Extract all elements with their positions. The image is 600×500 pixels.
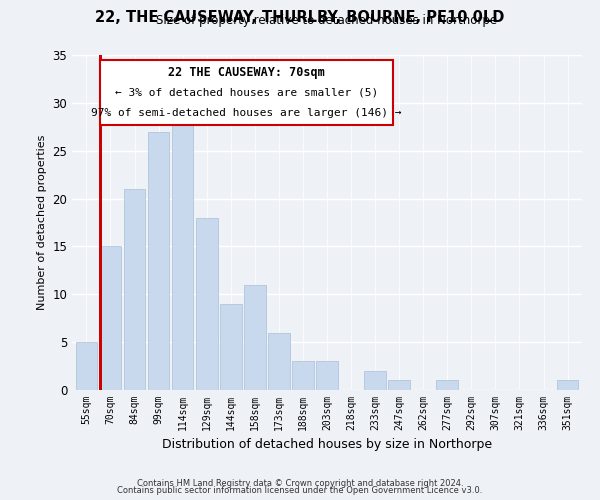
Text: Contains HM Land Registry data © Crown copyright and database right 2024.: Contains HM Land Registry data © Crown c… (137, 478, 463, 488)
Text: ← 3% of detached houses are smaller (5): ← 3% of detached houses are smaller (5) (115, 88, 378, 98)
Bar (100, 246, 121, 390)
Bar (292, 362, 314, 390)
Title: Size of property relative to detached houses in Northorpe: Size of property relative to detached ho… (157, 14, 497, 28)
Bar (436, 380, 458, 390)
Bar (196, 218, 218, 390)
Bar (148, 132, 169, 390)
Bar (316, 362, 338, 390)
X-axis label: Distribution of detached houses by size in Northorpe: Distribution of detached houses by size … (162, 438, 492, 452)
Text: 97% of semi-detached houses are larger (146) →: 97% of semi-detached houses are larger (… (91, 108, 402, 118)
Bar (124, 189, 145, 390)
Bar (244, 284, 266, 390)
Text: 22, THE CAUSEWAY, THURLBY, BOURNE, PE10 0LD: 22, THE CAUSEWAY, THURLBY, BOURNE, PE10 … (95, 10, 505, 25)
Text: Contains public sector information licensed under the Open Government Licence v3: Contains public sector information licen… (118, 486, 482, 495)
Bar (364, 371, 386, 390)
Bar (172, 122, 193, 390)
Bar (557, 380, 578, 390)
Bar (76, 342, 97, 390)
Text: 22 THE CAUSEWAY: 70sqm: 22 THE CAUSEWAY: 70sqm (168, 66, 325, 80)
FancyBboxPatch shape (100, 60, 394, 126)
Bar (268, 332, 290, 390)
Y-axis label: Number of detached properties: Number of detached properties (37, 135, 47, 310)
Bar (220, 304, 242, 390)
Bar (388, 380, 410, 390)
